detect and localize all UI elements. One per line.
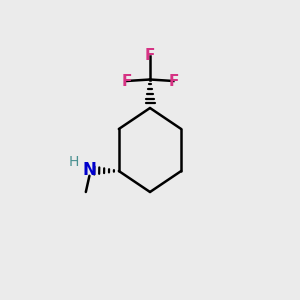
Text: F: F — [168, 74, 178, 88]
Text: F: F — [145, 48, 155, 63]
Text: N: N — [82, 161, 96, 179]
Text: H: H — [69, 155, 79, 169]
Text: F: F — [122, 74, 132, 88]
